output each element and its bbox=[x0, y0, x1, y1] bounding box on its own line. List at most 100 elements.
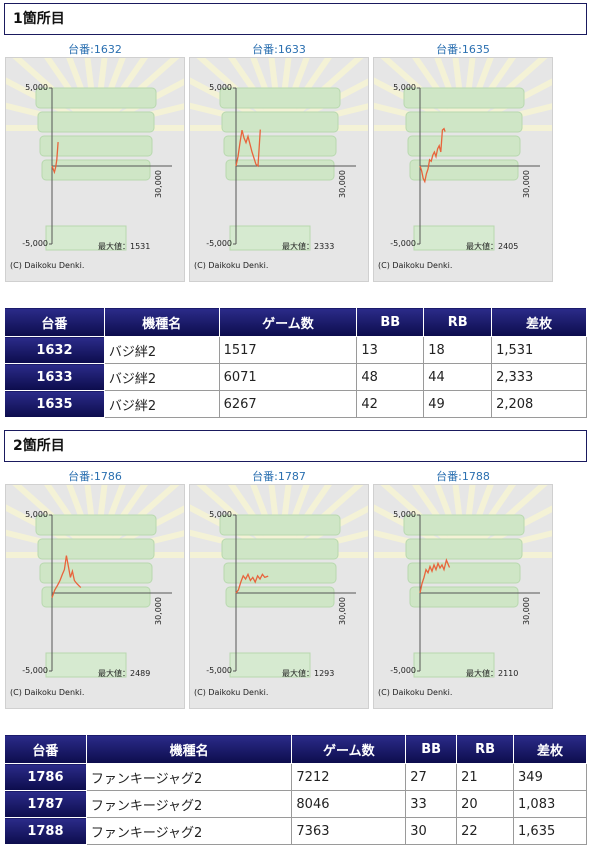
section-title-2: 2箇所目 bbox=[4, 430, 587, 462]
graph-svg bbox=[190, 58, 368, 251]
machine-name-cell: ファンキージャグ2 bbox=[85, 763, 293, 791]
table-row: 1633 バジ絆2 6071 48 44 2,333 bbox=[4, 363, 587, 391]
game-count-cell: 6267 bbox=[218, 390, 358, 418]
machine-number-cell[interactable]: 1635 bbox=[4, 390, 105, 418]
platform-shape bbox=[223, 562, 337, 584]
floor-shape bbox=[45, 225, 127, 251]
rb-cell: 18 bbox=[423, 336, 493, 364]
graph-area: 5,000 -5,000 30,000 最大値：1531 (C) Daikoku Den… bbox=[5, 57, 185, 282]
sunburst-ray bbox=[434, 58, 467, 130]
machine-graph[interactable]: 台番:1632 5,000 -5,000 30,000 最大値：1531 (C) Daik… bbox=[5, 43, 185, 282]
table-row: 1635 バジ絆2 6267 42 49 2,208 bbox=[4, 390, 587, 418]
copyright-text: (C) Daikoku Denki. bbox=[194, 688, 269, 697]
machine-number-cell[interactable]: 1633 bbox=[4, 363, 105, 391]
data-table-1: 台番 機種名 ゲーム数 BB RB 差枚 1632 バジ絆2 1517 13 1… bbox=[4, 307, 587, 418]
machine-graph[interactable]: 台番:1633 5,000 -5,000 30,000 最大値：2333 (C) Daik… bbox=[189, 43, 369, 282]
bb-cell: 33 bbox=[405, 790, 458, 818]
platform-shape bbox=[37, 538, 155, 560]
machine-name-cell: バジ絆2 bbox=[103, 390, 220, 418]
graph-area: 5,000 -5,000 30,000 最大値：1293 (C) Daikoku Den… bbox=[189, 484, 369, 709]
platform-shape bbox=[221, 538, 339, 560]
header-machine-name: 機種名 bbox=[103, 307, 220, 337]
header-machine-number: 台番 bbox=[4, 734, 87, 764]
floor-shape bbox=[229, 225, 311, 251]
difference-series-line bbox=[51, 142, 59, 175]
platform-shape bbox=[225, 159, 335, 181]
y-tick-label-bottom: -5,000 bbox=[390, 239, 416, 248]
max-value-label: 最大値：2110 bbox=[466, 669, 519, 678]
y-tick-label-top: 5,000 bbox=[393, 83, 416, 92]
rb-cell: 44 bbox=[423, 363, 493, 391]
y-tick-label-top: 5,000 bbox=[25, 510, 48, 519]
background-illustration bbox=[6, 485, 184, 678]
graph-caption[interactable]: 台番:1635 bbox=[436, 43, 490, 56]
rb-cell: 49 bbox=[423, 390, 493, 418]
table-row: 1632 バジ絆2 1517 13 18 1,531 bbox=[4, 336, 587, 364]
graph-caption[interactable]: 台番:1632 bbox=[68, 43, 122, 56]
graph-area: 5,000 -5,000 30,000 最大値：2333 (C) Daikoku Den… bbox=[189, 57, 369, 282]
max-value-label: 最大値：2333 bbox=[282, 242, 335, 251]
max-value-label: 最大値：2405 bbox=[466, 242, 519, 251]
machine-number-cell[interactable]: 1788 bbox=[4, 817, 87, 845]
platform-shape bbox=[35, 87, 157, 109]
header-rb: RB bbox=[423, 307, 493, 337]
machine-number-cell[interactable]: 1786 bbox=[4, 763, 87, 791]
machine-name-cell: ファンキージャグ2 bbox=[85, 817, 293, 845]
x-axis-end-label: 30,000 bbox=[522, 597, 531, 625]
graph-svg bbox=[374, 58, 552, 251]
floor-shape bbox=[413, 652, 495, 678]
background-illustration bbox=[6, 58, 184, 251]
table-row: 1788 ファンキージャグ2 7363 30 22 1,635 bbox=[4, 817, 587, 845]
bb-cell: 48 bbox=[356, 363, 425, 391]
machine-graph[interactable]: 台番:1788 5,000 -5,000 30,000 最大値：2110 (C) Daik… bbox=[373, 470, 553, 709]
y-tick-label-bottom: -5,000 bbox=[206, 239, 232, 248]
copyright-text: (C) Daikoku Denki. bbox=[10, 688, 85, 697]
bb-cell: 27 bbox=[405, 763, 458, 791]
graph-caption[interactable]: 台番:1787 bbox=[252, 470, 306, 483]
platform-shape bbox=[35, 514, 157, 536]
platform-shape bbox=[41, 159, 151, 181]
platform-shape bbox=[225, 586, 335, 608]
machine-graph[interactable]: 台番:1787 5,000 -5,000 30,000 最大値：1293 (C) Daik… bbox=[189, 470, 369, 709]
sunburst-ray bbox=[434, 485, 467, 557]
background-illustration bbox=[190, 485, 368, 678]
y-tick-label-bottom: -5,000 bbox=[22, 239, 48, 248]
x-axis-end-label: 30,000 bbox=[338, 597, 347, 625]
data-table-2: 台番 機種名 ゲーム数 BB RB 差枚 1786 ファンキージャグ2 7212… bbox=[4, 734, 587, 845]
sunburst-ray bbox=[461, 485, 494, 557]
y-tick-label-bottom: -5,000 bbox=[206, 666, 232, 675]
graph-svg bbox=[190, 485, 368, 678]
machine-name-cell: バジ絆2 bbox=[103, 363, 220, 391]
game-count-cell: 1517 bbox=[218, 336, 358, 364]
background-illustration bbox=[190, 58, 368, 251]
difference-series-line bbox=[235, 572, 269, 594]
platform-shape bbox=[405, 111, 523, 133]
sunburst-ray bbox=[93, 58, 126, 130]
header-game-count: ゲーム数 bbox=[291, 734, 407, 764]
machine-graph[interactable]: 台番:1635 5,000 -5,000 30,000 最大値：2405 (C) Daik… bbox=[373, 43, 553, 282]
machine-name-cell: バジ絆2 bbox=[103, 336, 220, 364]
max-value-label: 最大値：1293 bbox=[282, 669, 335, 678]
graph-caption[interactable]: 台番:1786 bbox=[68, 470, 122, 483]
platform-shape bbox=[219, 87, 341, 109]
difference-cell: 2,208 bbox=[491, 390, 587, 418]
x-axis-end-label: 30,000 bbox=[522, 170, 531, 198]
sunburst-ray bbox=[66, 485, 99, 557]
difference-series-line bbox=[235, 129, 261, 168]
background-illustration bbox=[374, 58, 552, 251]
max-value-label: 最大値：2489 bbox=[98, 669, 151, 678]
machine-number-cell[interactable]: 1787 bbox=[4, 790, 87, 818]
y-tick-label-top: 5,000 bbox=[25, 83, 48, 92]
copyright-text: (C) Daikoku Denki. bbox=[378, 688, 453, 697]
machine-graph[interactable]: 台番:1786 5,000 -5,000 30,000 最大値：2489 (C) Daik… bbox=[5, 470, 185, 709]
graph-caption[interactable]: 台番:1633 bbox=[252, 43, 306, 56]
x-axis-end-label: 30,000 bbox=[338, 170, 347, 198]
background-illustration bbox=[374, 485, 552, 678]
machine-number-cell[interactable]: 1632 bbox=[4, 336, 105, 364]
graph-caption[interactable]: 台番:1788 bbox=[436, 470, 490, 483]
y-tick-label-top: 5,000 bbox=[209, 83, 232, 92]
max-value-label: 最大値：1531 bbox=[98, 242, 151, 251]
graph-svg bbox=[374, 485, 552, 678]
platform-shape bbox=[39, 135, 153, 157]
graph-area: 5,000 -5,000 30,000 最大値：2489 (C) Daikoku Den… bbox=[5, 484, 185, 709]
